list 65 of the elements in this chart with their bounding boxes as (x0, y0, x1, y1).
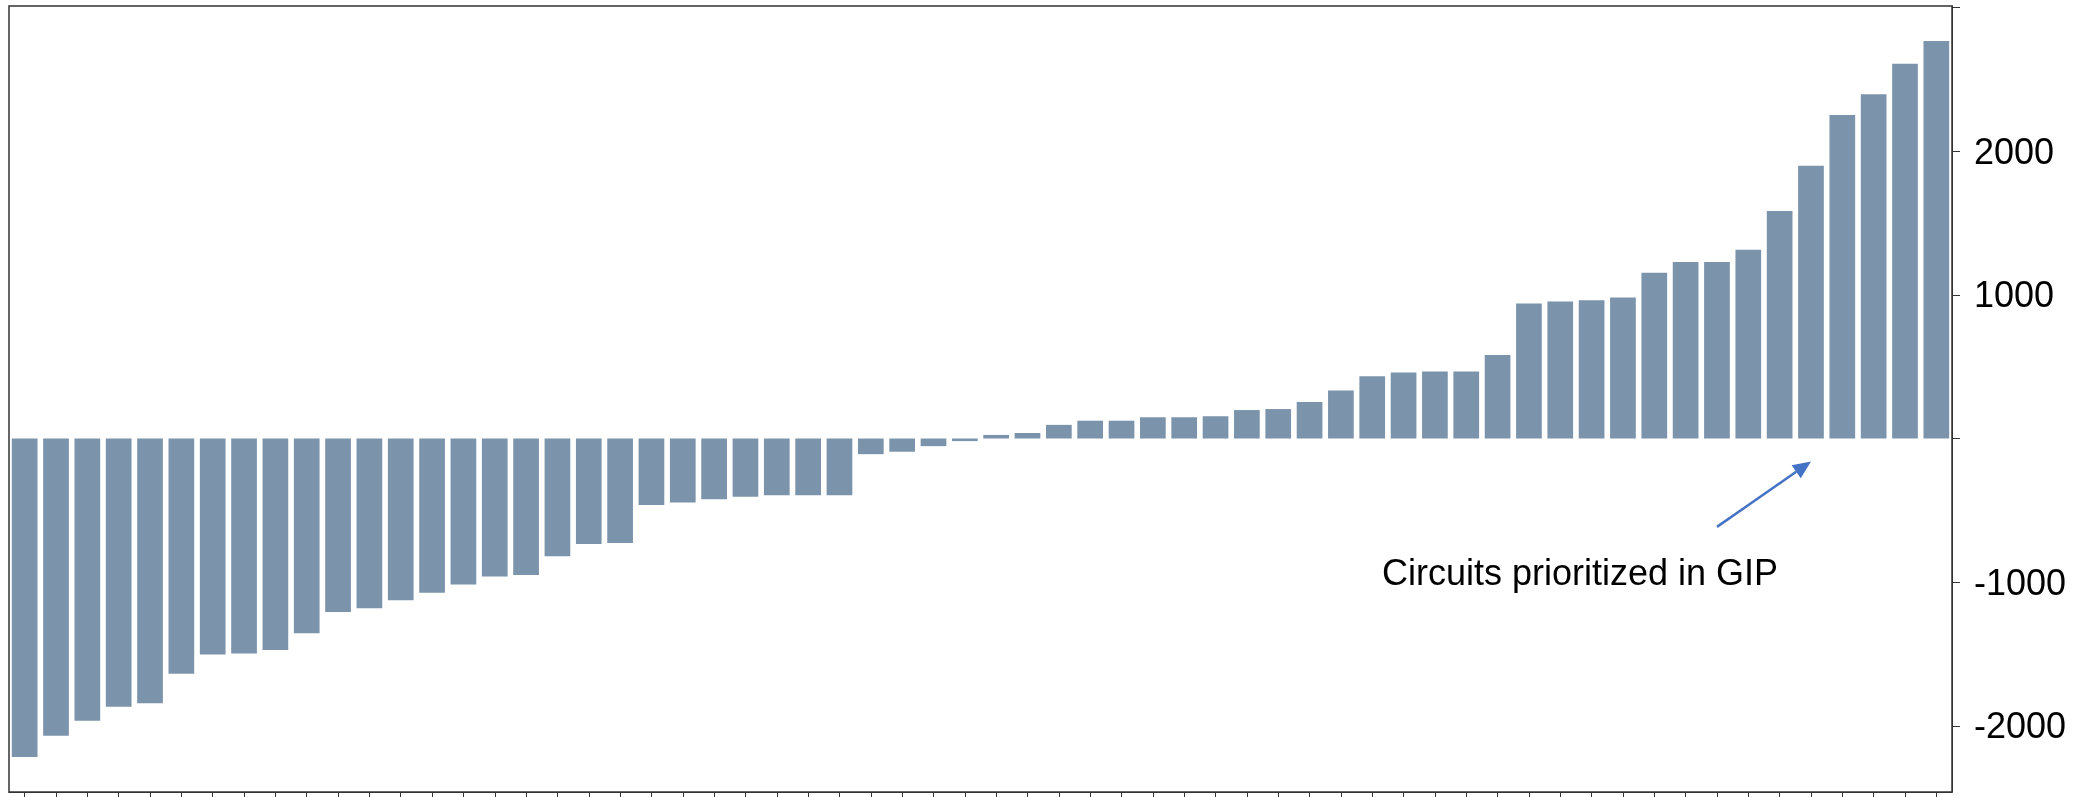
bar (481, 438, 508, 577)
bar (1296, 402, 1323, 439)
bar (1046, 424, 1072, 439)
bar (826, 438, 853, 496)
bar (1766, 210, 1793, 439)
bar (262, 438, 289, 650)
bar (1672, 262, 1699, 439)
bar (1860, 94, 1887, 439)
bar (419, 438, 445, 593)
bar (1547, 301, 1574, 439)
y-tick-label: -1000 (1974, 561, 2067, 603)
bar (1610, 297, 1636, 439)
bar (293, 438, 320, 634)
bar (544, 438, 571, 557)
bar (1014, 432, 1041, 439)
bar (1641, 272, 1668, 439)
bar (74, 438, 101, 721)
bar (1735, 249, 1762, 439)
annotation: Circuits prioritized in GIP (1381, 551, 1779, 594)
bar (701, 438, 727, 500)
bar (105, 438, 132, 707)
bar (1704, 262, 1730, 439)
bar (199, 438, 226, 655)
bar (857, 438, 884, 455)
bar (1798, 165, 1824, 439)
bar (669, 438, 696, 503)
bar (43, 438, 69, 736)
bar (732, 438, 759, 497)
bar (575, 438, 602, 544)
bar (1202, 416, 1229, 439)
bar (1892, 63, 1918, 439)
y-tick-label: -2000 (1974, 705, 2067, 747)
bar (1453, 371, 1480, 439)
bar (1140, 417, 1166, 439)
bar (387, 438, 414, 601)
bar (137, 438, 163, 704)
bar (889, 438, 915, 452)
bar (168, 438, 195, 674)
bar (356, 438, 383, 609)
bar (1171, 417, 1198, 439)
bar (1390, 372, 1417, 439)
bar (11, 438, 38, 757)
bar (607, 438, 633, 543)
bar (1578, 300, 1605, 439)
bar (325, 438, 351, 612)
bar (450, 438, 477, 585)
bar (513, 438, 539, 575)
y-tick-label: 2000 (1974, 130, 2055, 172)
bar (638, 438, 665, 505)
bar (1359, 376, 1386, 439)
bar (983, 434, 1010, 439)
bar (763, 438, 790, 496)
bar (795, 438, 821, 496)
bar (1108, 420, 1135, 439)
bar (1328, 390, 1354, 439)
bar (1923, 41, 1950, 439)
bar (1484, 354, 1511, 439)
bar (1077, 420, 1104, 439)
bar (1234, 410, 1260, 439)
bar (1422, 371, 1448, 439)
bar (1516, 303, 1542, 439)
bar (231, 438, 257, 654)
y-tick-label: 1000 (1974, 274, 2055, 316)
bar (1829, 115, 1856, 439)
bar (1265, 409, 1292, 439)
